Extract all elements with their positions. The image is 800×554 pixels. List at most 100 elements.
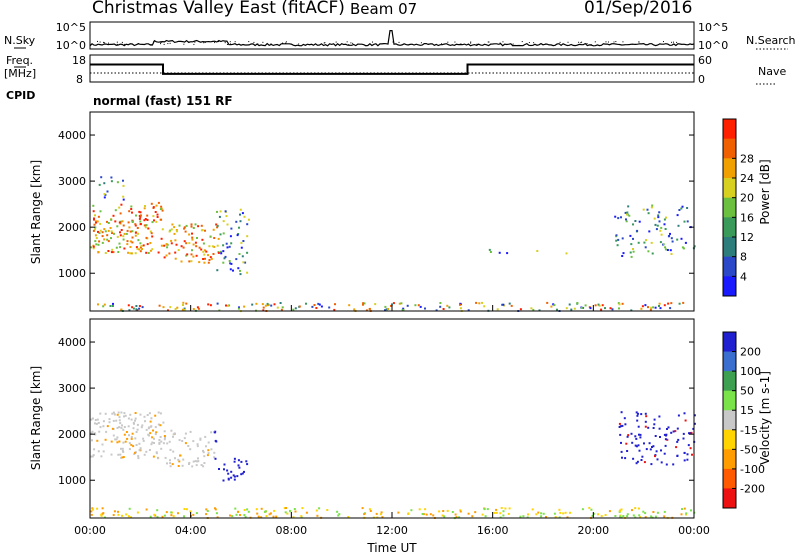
range-cell <box>451 511 454 513</box>
range-cell <box>459 307 462 310</box>
range-cell <box>185 254 188 257</box>
range-cell <box>553 512 556 515</box>
range-cell <box>95 221 97 224</box>
range-cell <box>97 215 100 218</box>
range-cell <box>666 249 669 251</box>
range-cell <box>311 305 314 308</box>
range-cell <box>361 507 364 510</box>
range-cell <box>202 258 205 260</box>
nsearch-point <box>470 42 472 44</box>
nsearch-point <box>348 44 350 46</box>
range-cell <box>170 228 173 231</box>
range-cell <box>566 516 569 519</box>
range-cell <box>91 439 93 442</box>
range-cell <box>98 430 101 433</box>
range-cell <box>127 515 130 518</box>
range-cell <box>692 427 695 430</box>
range-cell <box>223 463 226 466</box>
range-cell <box>174 251 177 254</box>
nsearch-point <box>324 42 326 44</box>
range-cell <box>651 252 654 255</box>
range-cell <box>174 457 176 460</box>
range-cell <box>213 237 216 239</box>
range-cell <box>246 235 249 238</box>
range-cell <box>114 438 117 441</box>
range-cell <box>552 303 555 306</box>
nsearch-point <box>454 41 456 43</box>
range-cell <box>121 424 123 427</box>
range-cell <box>669 232 671 235</box>
range-cell <box>600 515 603 518</box>
station-title: Christmas Valley East (fitACF) <box>92 0 345 18</box>
range-cell <box>439 302 442 304</box>
range-cell <box>634 444 637 447</box>
range-cell <box>569 511 571 514</box>
y-tick-label: 3000 <box>58 382 86 395</box>
range-cell <box>130 436 133 438</box>
range-cell <box>151 441 154 444</box>
range-cell <box>686 220 689 223</box>
range-cell <box>149 249 152 252</box>
range-cell <box>202 250 205 253</box>
range-cell <box>158 439 161 441</box>
range-cell <box>119 246 122 249</box>
range-cell <box>242 240 245 242</box>
range-cell <box>128 226 131 229</box>
y-tick-label: 1000 <box>58 474 86 487</box>
nsearch-point <box>285 41 287 43</box>
y-tick-label: 3000 <box>58 175 86 188</box>
velocity-colorbar: 200 100 50 15 -15 -50 -100 -200 <box>722 331 765 509</box>
range-cell <box>156 213 159 216</box>
range-cell <box>418 508 421 511</box>
range-cell <box>166 246 169 249</box>
range-cell <box>201 238 204 241</box>
range-cell <box>170 514 173 517</box>
colorbar-tick-label: 4 <box>740 270 747 283</box>
range-cell <box>508 507 511 510</box>
x-tick-label: 00:00 <box>74 524 106 537</box>
range-cell <box>693 414 696 417</box>
range-cell <box>200 248 203 251</box>
range-cell <box>318 507 321 510</box>
range-cell <box>489 251 492 253</box>
range-cell <box>120 447 122 450</box>
colorbar-segment <box>723 237 736 258</box>
range-cell <box>170 242 173 245</box>
range-cell <box>176 230 178 233</box>
range-cell <box>95 243 98 246</box>
range-cell <box>246 271 249 274</box>
range-cell <box>641 455 644 458</box>
range-cell <box>122 198 125 201</box>
range-cell <box>652 306 655 309</box>
range-cell <box>226 304 229 307</box>
range-cell <box>223 468 225 471</box>
range-cell <box>92 454 95 457</box>
range-cell <box>246 463 249 466</box>
range-cell <box>644 304 647 307</box>
colorbar-tick-label: -100 <box>740 463 765 476</box>
range-cell <box>538 309 541 312</box>
range-cell <box>182 301 185 304</box>
range-cell <box>141 248 143 250</box>
range-cell <box>191 465 194 468</box>
range-cell <box>213 431 216 434</box>
range-cell <box>210 431 213 434</box>
range-cell <box>170 239 173 242</box>
range-cell <box>197 457 199 460</box>
range-cell <box>631 509 633 512</box>
range-cell <box>235 220 238 223</box>
nsearch-point <box>615 41 617 43</box>
range-cell <box>158 442 161 445</box>
range-cell <box>686 453 689 456</box>
range-cell <box>320 305 323 308</box>
range-cell <box>192 440 195 443</box>
nsky-series <box>89 30 695 47</box>
range-cell <box>243 514 246 516</box>
range-cell <box>116 225 119 228</box>
range-cell <box>182 304 184 306</box>
range-cell <box>630 432 633 435</box>
range-cell <box>102 420 105 423</box>
range-cell <box>663 510 666 513</box>
colorbar-segment <box>723 256 736 277</box>
range-cell <box>144 226 147 229</box>
